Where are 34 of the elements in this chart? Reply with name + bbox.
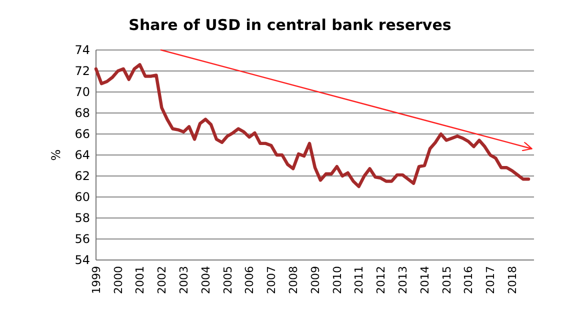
x-tick-label: 2009	[308, 266, 322, 294]
x-tick-label: 2017	[484, 266, 498, 294]
x-tick-label: 2007	[265, 266, 278, 294]
y-tick-label: 68	[74, 106, 90, 120]
y-axis-title: %	[49, 149, 63, 161]
y-tick-label: 64	[74, 148, 90, 162]
x-tick-label: 1999	[90, 266, 103, 294]
y-tick-label: 62	[74, 169, 90, 184]
x-tick-label: 2015	[440, 266, 454, 294]
x-tick-label: 2006	[243, 266, 256, 294]
x-tick-label: 2005	[221, 266, 234, 294]
x-tick-label: 2014	[418, 266, 432, 294]
x-tick-label: 2012	[374, 266, 388, 294]
x-tick-label: 2004	[199, 266, 212, 294]
y-tick-label: 58	[74, 211, 90, 226]
chart-title: Share of USD in central bank reserves	[128, 16, 452, 34]
x-tick-label: 2003	[177, 266, 190, 294]
y-tick-label: 70	[74, 85, 90, 100]
y-tick-label: 74	[74, 43, 90, 58]
x-tick-label: 2016	[462, 266, 476, 294]
x-tick-label: 2002	[156, 266, 169, 294]
line-series	[94, 63, 530, 188]
x-tick-label: 2010	[330, 266, 344, 294]
x-tick-label: 2008	[286, 266, 300, 294]
y-tick-label: 72	[74, 64, 90, 78]
y-tick-label: 56	[74, 232, 90, 246]
x-tick-label: 2000	[112, 266, 125, 294]
y-tick-label: 60	[74, 190, 90, 204]
y-tick-label: 66	[74, 127, 90, 142]
x-tick-label: 2011	[352, 266, 366, 294]
y-tick-label: 54	[74, 253, 90, 268]
x-tick-label: 2013	[396, 266, 410, 294]
x-tick-label: 2018	[506, 266, 519, 294]
x-tick-label: 2001	[134, 266, 147, 294]
